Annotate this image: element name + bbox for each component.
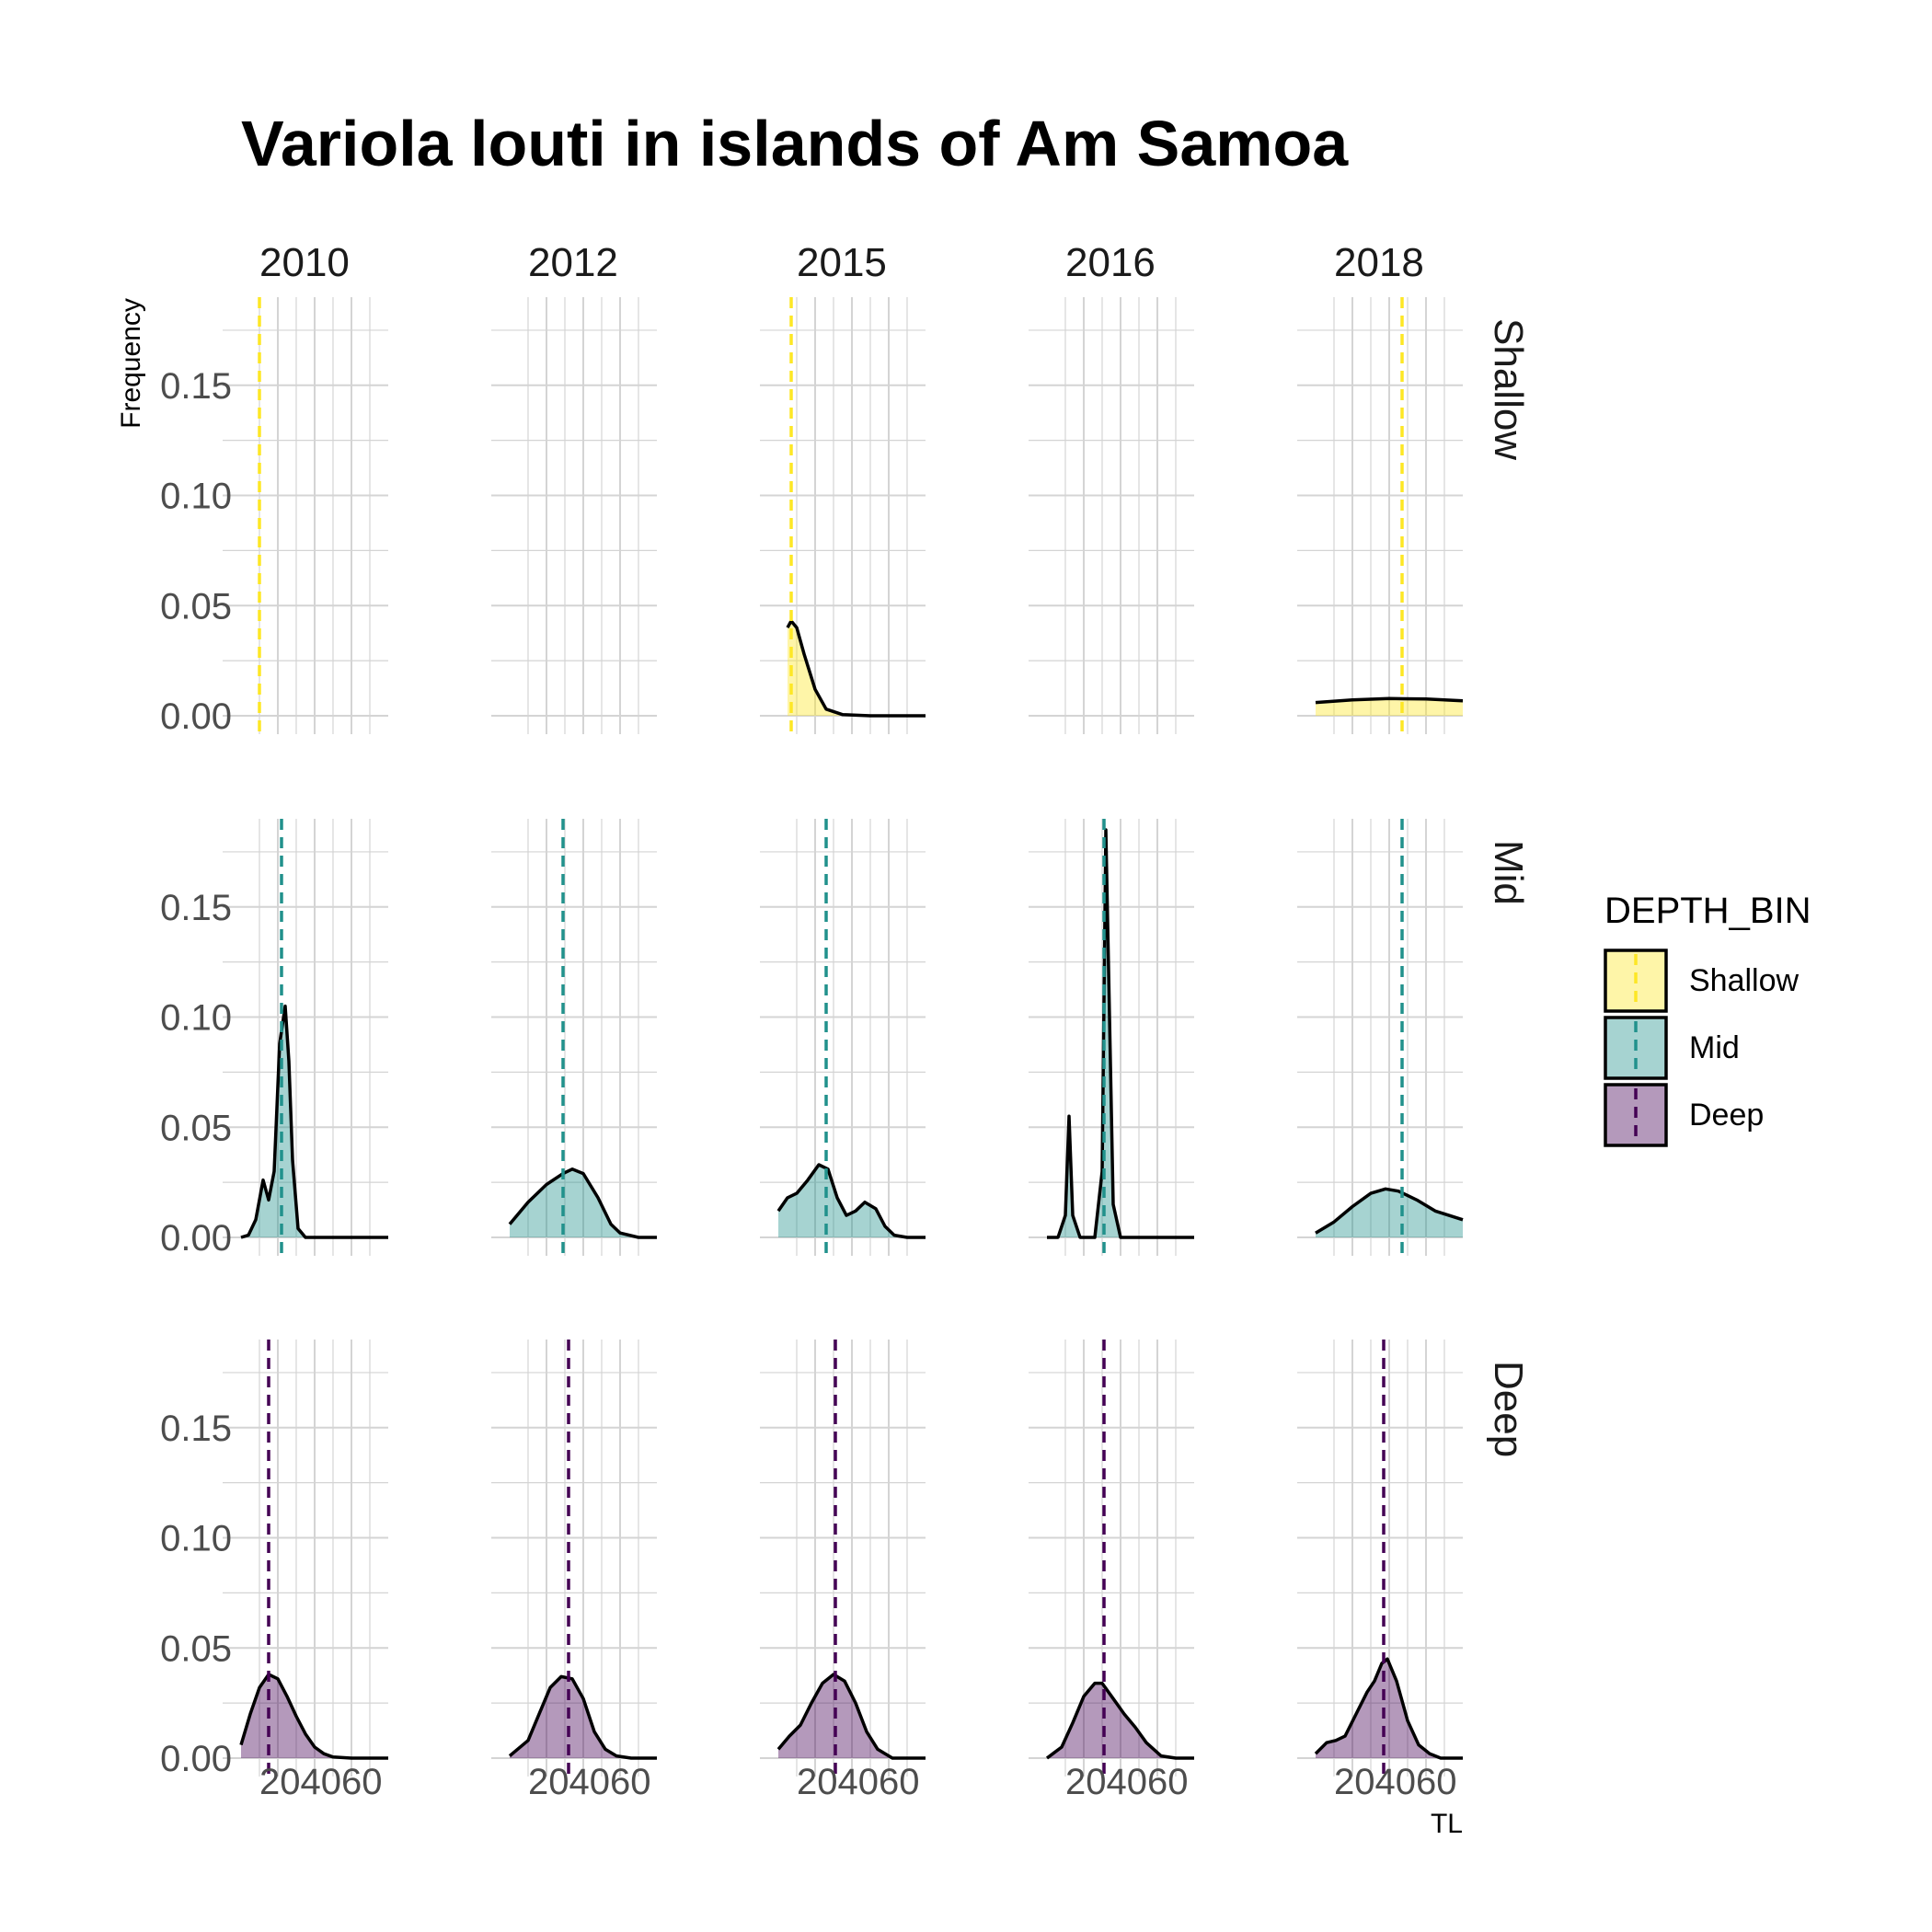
density-line	[1047, 828, 1194, 1239]
x-tick-labels: 204060	[1065, 1762, 1188, 1802]
legend-label: Deep	[1689, 1098, 1764, 1133]
density-area	[1047, 1683, 1194, 1758]
legend: DEPTH_BIN Shallow Mid Deep	[1604, 891, 1811, 1147]
x-tick-labels: 204060	[528, 1762, 650, 1802]
density-line	[776, 1673, 926, 1760]
density-line	[508, 1674, 657, 1760]
y-tick-label: 0.15	[160, 888, 232, 928]
density-area	[1316, 1659, 1463, 1758]
y-axis-label: Frequency	[116, 298, 146, 429]
y-tick-label: 0.10	[160, 1519, 232, 1559]
y-tick-label: 0.00	[160, 696, 232, 737]
x-tick-labels: 204060	[797, 1762, 919, 1802]
legend-label: Shallow	[1689, 963, 1800, 998]
density-area	[778, 1674, 926, 1758]
legend-item-mid: Mid	[1604, 1016, 1740, 1080]
y-tick-label: 0.10	[160, 477, 232, 517]
y-tick-label: 0.00	[160, 1218, 232, 1259]
legend-item-shallow: Shallow	[1604, 949, 1800, 1013]
density-line	[776, 1163, 926, 1239]
density-line	[1315, 696, 1464, 705]
panel-mid-2018	[1297, 819, 1464, 1256]
strip-row-shallow: Shallow	[1486, 318, 1531, 460]
x-tick-labels: 204060	[1334, 1762, 1456, 1802]
facet-grid: 2010 2012 2015 2016 2018ShallowMidDeep0.000.…	[160, 240, 1531, 1802]
x-tick-labels: 204060	[259, 1762, 382, 1802]
strip-col-2016: 2016	[1065, 240, 1156, 285]
strip-col-2015: 2015	[797, 240, 887, 285]
density-area	[1316, 1189, 1463, 1237]
panel-mid-2010: 0.00 0.05 0.10 0.15	[160, 819, 388, 1259]
legend-title: DEPTH_BIN	[1604, 891, 1811, 931]
y-tick-label: 0.05	[160, 1628, 232, 1669]
panel-mid-2016	[1029, 819, 1194, 1256]
density-line	[1314, 1657, 1463, 1760]
y-tick-label: 0.15	[160, 366, 232, 407]
density-area	[510, 1168, 657, 1237]
x-axis-label: TL	[1431, 1809, 1463, 1839]
y-tick-label: 0.15	[160, 1409, 232, 1449]
density-line	[1045, 1681, 1194, 1760]
strip-row-mid: Mid	[1486, 840, 1531, 905]
density-area	[788, 621, 926, 716]
panel-deep-2016: 204060	[1029, 1340, 1194, 1802]
legend-label: Mid	[1689, 1030, 1740, 1065]
strip-row-deep: Deep	[1486, 1361, 1531, 1457]
strip-col-2018: 2018	[1334, 240, 1424, 285]
panel-mid-2015	[760, 819, 926, 1256]
y-tick-label: 0.10	[160, 998, 232, 1039]
strip-col-2010: 2010	[259, 240, 350, 285]
panel-deep-2015: 204060	[760, 1340, 926, 1802]
y-tick-label: 0.05	[160, 586, 232, 627]
density-area	[241, 1674, 388, 1758]
density-line	[508, 1167, 657, 1239]
panel-shallow-2015	[760, 297, 926, 734]
panel-deep-2010: 0.00 0.05 0.10 0.15 204060	[160, 1340, 388, 1802]
density-line	[1315, 1187, 1464, 1235]
density-area	[241, 1006, 388, 1237]
density-area	[1316, 698, 1463, 716]
panel-shallow-2018	[1297, 297, 1464, 734]
chart-title: Variola louti in islands of Am Samoa	[241, 108, 1349, 179]
y-tick-label: 0.05	[160, 1108, 232, 1148]
panel-shallow-2012	[491, 297, 657, 734]
panel-shallow-2010: 0.00 0.05 0.10 0.15	[160, 297, 388, 737]
panel-deep-2018: 204060	[1297, 1340, 1463, 1802]
density-line	[786, 619, 926, 718]
panel-shallow-2016	[1029, 297, 1194, 734]
strip-col-2012: 2012	[528, 240, 618, 285]
legend-item-deep: Deep	[1604, 1083, 1764, 1147]
y-tick-label: 0.00	[160, 1739, 232, 1779]
panel-mid-2012	[491, 819, 657, 1256]
panel-deep-2012: 204060	[491, 1340, 657, 1802]
density-area	[778, 1165, 926, 1237]
density-line	[239, 1673, 388, 1760]
